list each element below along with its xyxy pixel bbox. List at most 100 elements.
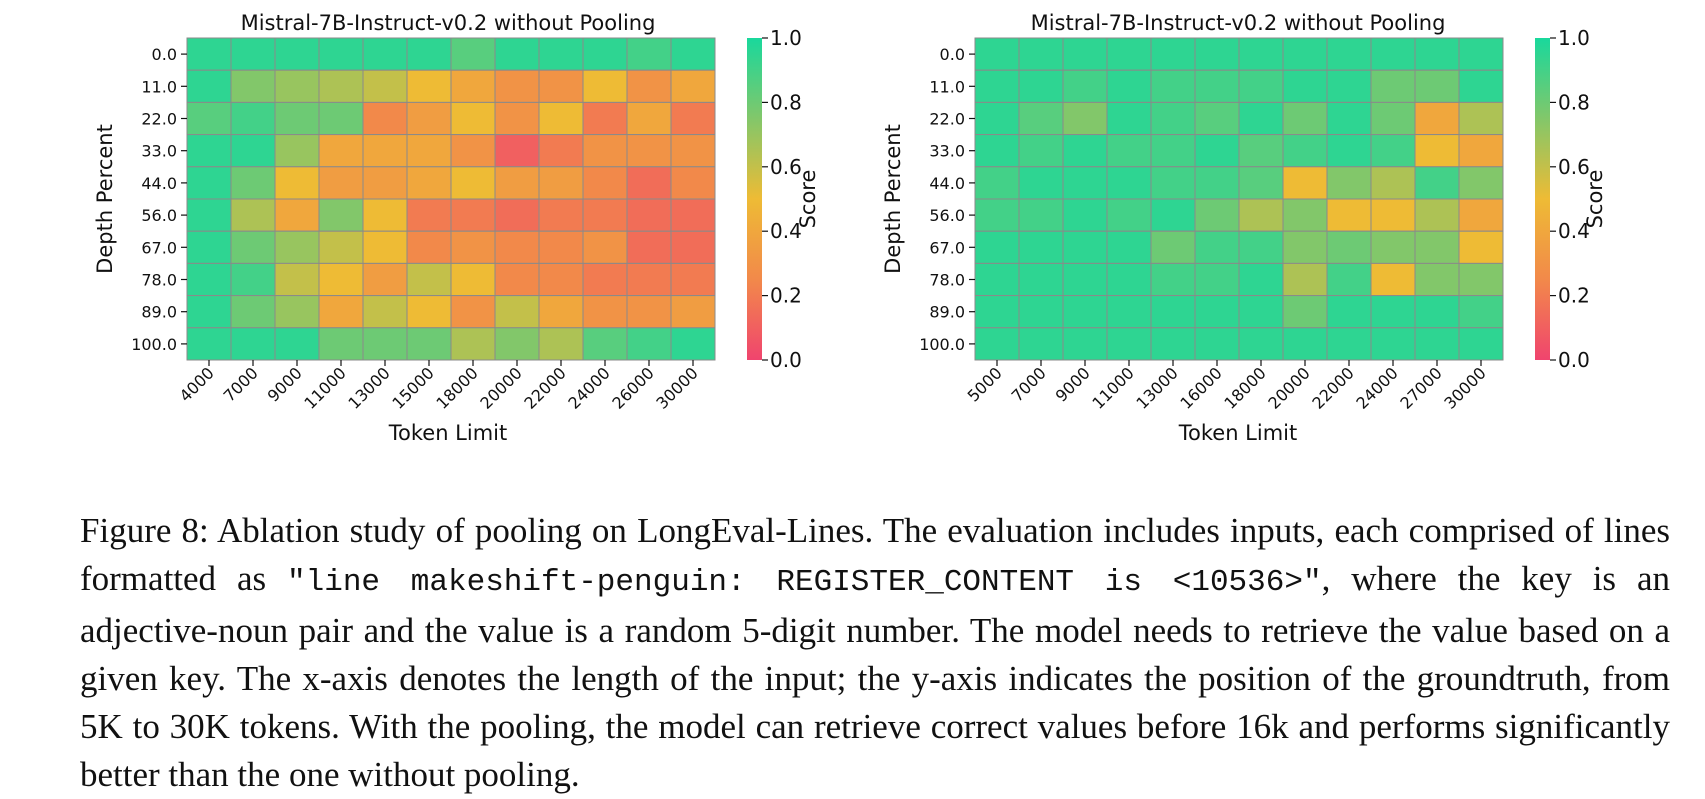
heatmap-cell	[318, 101, 364, 136]
heatmap-cell	[1194, 134, 1240, 168]
heatmap-cell	[186, 295, 232, 329]
heatmap-cell	[582, 166, 628, 200]
heatmap-cell	[538, 262, 584, 297]
heatmap-cell	[538, 295, 584, 329]
heatmap-cell	[274, 166, 320, 200]
heatmap-title: Mistral-7B-Instruct-v0.2 without Pooling	[1031, 11, 1446, 35]
heatmap-cell	[406, 198, 452, 232]
figure-caption: Figure 8: Ablation study of pooling on L…	[80, 507, 1670, 799]
y-tick-label: 78.0	[141, 271, 177, 290]
colorbar-tick-label: 1.0	[770, 26, 802, 50]
heatmap-cell	[1106, 134, 1152, 168]
heatmap-cell	[1458, 230, 1504, 264]
heatmap-cell	[1194, 327, 1240, 361]
heatmap-cell	[582, 230, 628, 264]
heatmap-cell	[274, 134, 320, 168]
heatmap-cell	[230, 198, 276, 232]
heatmap-cell	[1194, 198, 1240, 232]
colorbar-tick-label: 0.0	[770, 348, 802, 372]
heatmap-cell	[494, 295, 540, 329]
colorbar-tick-label: 1.0	[1558, 26, 1590, 50]
heatmap-cell	[1238, 101, 1284, 136]
y-tick-label: 33.0	[141, 142, 177, 161]
heatmap-cell	[1062, 262, 1108, 297]
x-tick-label: 13000	[1132, 363, 1181, 412]
heatmap-cell	[1458, 262, 1504, 297]
heatmap-cell	[1238, 166, 1284, 200]
x-tick-label: 13000	[344, 363, 393, 412]
colorbar-tick-label: 0.2	[770, 284, 802, 308]
heatmap-cell	[362, 327, 408, 361]
heatmap-cell	[670, 295, 716, 329]
heatmap-cell	[1238, 327, 1284, 361]
heatmap-cell	[1414, 295, 1460, 329]
heatmap-cell	[230, 69, 276, 103]
heatmap-cell	[318, 134, 364, 168]
x-tick-label: 24000	[1352, 363, 1401, 412]
heatmap-cell	[494, 166, 540, 200]
heatmap-cell	[406, 262, 452, 297]
heatmap-cell	[1282, 295, 1328, 329]
heatmap-cell	[450, 101, 496, 136]
heatmap-cell	[494, 198, 540, 232]
caption-code: "line makeshift-penguin: REGISTER_CONTEN…	[287, 565, 1322, 600]
heatmap-cell	[274, 69, 320, 103]
y-tick-label: 78.0	[929, 271, 965, 290]
heatmap-cell	[230, 262, 276, 297]
heatmap-cell	[1062, 198, 1108, 232]
heatmap-cell	[1458, 134, 1504, 168]
heatmap-cell	[450, 37, 496, 71]
heatmap-cell	[974, 262, 1020, 297]
heatmap-cell	[406, 37, 452, 71]
caption-text-1: Ablation study of pooling on LongEval-Li…	[80, 511, 1670, 598]
x-tick-label: 16000	[1176, 363, 1225, 412]
x-tick-label: 18000	[432, 363, 481, 412]
heatmap-cell	[1414, 230, 1460, 264]
y-tick-label: 100.0	[131, 335, 177, 354]
x-tick-label: 20000	[476, 363, 525, 412]
heatmap-cell	[1018, 198, 1064, 232]
heatmap-cell	[1326, 37, 1372, 71]
heatmap-cell	[1018, 230, 1064, 264]
y-tick-label: 44.0	[141, 174, 177, 193]
heatmap-cell	[1458, 69, 1504, 103]
heatmap-cell	[1458, 295, 1504, 329]
heatmap-cell	[1370, 230, 1416, 264]
heatmap-cell	[1238, 37, 1284, 71]
heatmap-cell	[1370, 69, 1416, 103]
heatmap-cell	[626, 166, 672, 200]
x-tick-label: 5000	[964, 363, 1006, 405]
heatmap-cell	[1106, 327, 1152, 361]
heatmap-cell	[670, 101, 716, 136]
heatmap-cell	[1150, 295, 1196, 329]
heatmap-cell	[1370, 198, 1416, 232]
heatmap-cell	[1062, 101, 1108, 136]
heatmap-cell	[582, 262, 628, 297]
heatmap-cell	[274, 327, 320, 361]
y-tick-label: 44.0	[929, 174, 965, 193]
heatmap-cell	[1018, 327, 1064, 361]
heatmap-cell	[362, 37, 408, 71]
heatmap-cell	[1458, 198, 1504, 232]
colorbar	[747, 38, 762, 360]
heatmap-cell	[1018, 37, 1064, 71]
heatmap-cell	[1062, 134, 1108, 168]
colorbar-tick-label: 0.4	[1558, 219, 1590, 243]
heatmap-cell	[1062, 69, 1108, 103]
colorbar-tick-label: 0.6	[1558, 155, 1590, 179]
y-tick-label: 100.0	[919, 335, 965, 354]
heatmap-cell	[582, 134, 628, 168]
heatmap-cell	[626, 37, 672, 71]
heatmap-cell	[318, 295, 364, 329]
heatmap-cell	[362, 134, 408, 168]
heatmap-cell	[274, 198, 320, 232]
heatmap-cell	[1238, 198, 1284, 232]
heatmap-cell	[1238, 262, 1284, 297]
heatmap-cell	[1458, 101, 1504, 136]
heatmap-cell	[626, 134, 672, 168]
y-tick-label: 0.0	[940, 45, 965, 64]
colorbar-tick-label: 0.6	[770, 155, 802, 179]
heatmap-cell	[494, 101, 540, 136]
heatmap-cell	[494, 37, 540, 71]
heatmap-cell	[230, 327, 276, 361]
